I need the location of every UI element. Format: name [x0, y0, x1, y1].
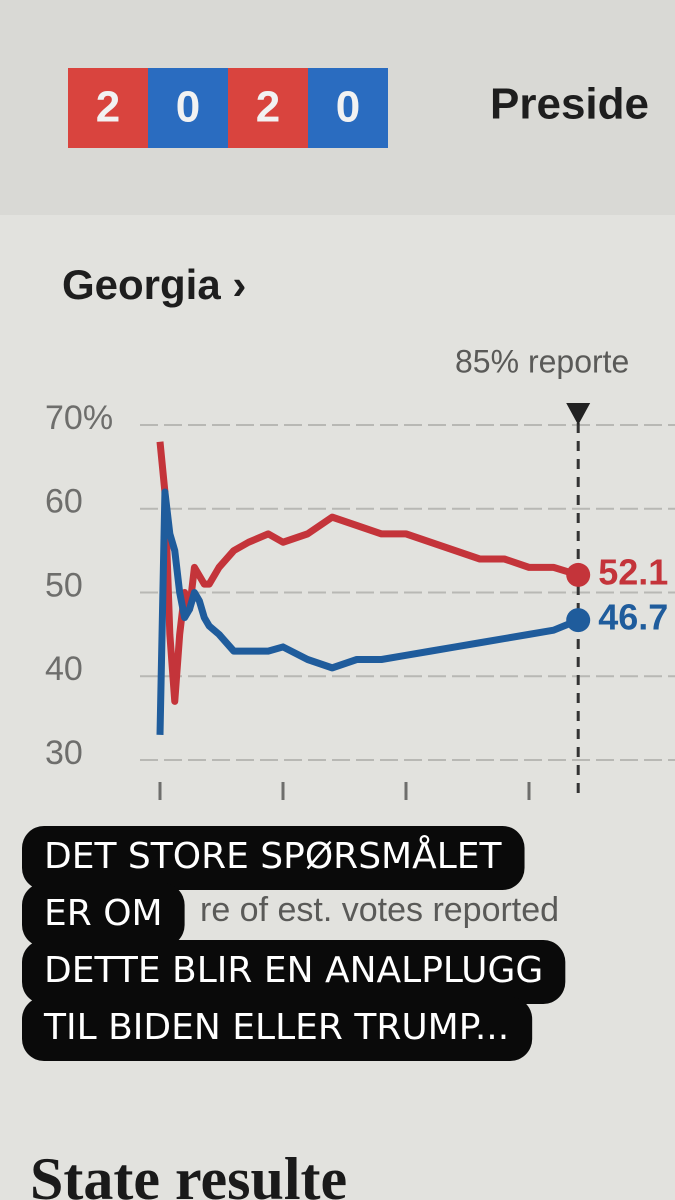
chart: 30 40 50 60 70% 52.1 46.7 [45, 399, 675, 800]
logo-digit: 0 [336, 83, 360, 132]
end-dot [566, 562, 591, 587]
y-tick-label: 40 [45, 650, 83, 688]
caption-line: DETTE BLIR EN ANALPLUGG [44, 950, 543, 991]
caption-box [22, 997, 533, 1061]
logo-digit: 2 [96, 83, 120, 132]
caption: DET STORE SPØRSMÅLET ER OM DETTE BLIR EN A… [22, 826, 566, 1061]
x-axis-label: re of est. votes reported [200, 891, 559, 929]
y-tick-label: 60 [45, 483, 83, 521]
caption-line: ER OM [44, 893, 163, 934]
logo-digit: 2 [256, 83, 280, 132]
logo-digit: 0 [176, 83, 200, 132]
caption-line: TIL BIDEN ELLER TRUMP... [43, 1007, 509, 1048]
chart-title: Georgia › [62, 261, 246, 308]
caption-line: DET STORE SPØRSMÅLET [44, 834, 503, 877]
header-title: Preside [490, 80, 649, 129]
end-label: 46.7 [598, 597, 668, 638]
reported-marker [566, 403, 591, 425]
end-dot [566, 608, 591, 633]
annotation: 85% reporte [455, 343, 629, 379]
logo-box [308, 68, 388, 148]
caption-box [22, 940, 566, 1004]
logo-box [148, 68, 228, 148]
series-line [156, 488, 580, 735]
caption-box [22, 826, 525, 890]
y-tick-label: 50 [45, 566, 83, 604]
y-tick-label: 30 [45, 734, 83, 772]
caption-box [22, 883, 185, 947]
end-label: 52.1 [598, 551, 668, 592]
footer-title: State resulte [30, 1146, 347, 1200]
y-tick-label: 70% [45, 399, 113, 437]
logo-box [68, 68, 148, 148]
logo-box [228, 68, 308, 148]
